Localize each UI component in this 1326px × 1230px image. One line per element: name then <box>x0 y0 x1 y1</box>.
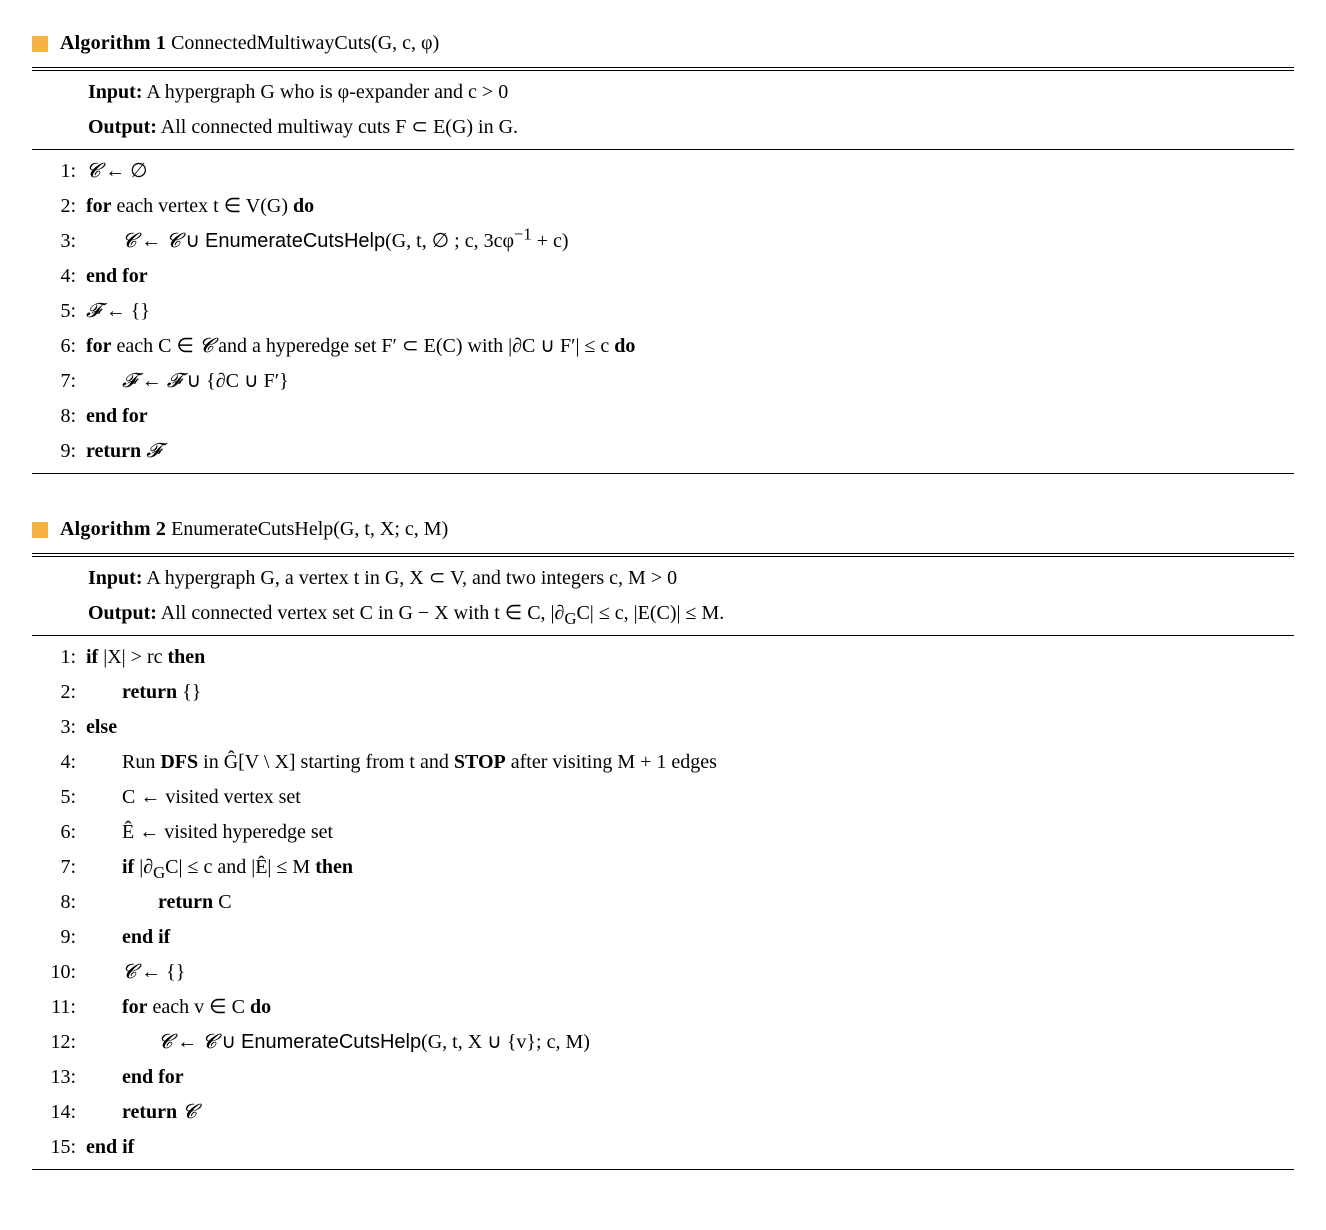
line-number: 3: <box>32 712 86 743</box>
algorithm-2-body: 1:if |X| > rc then 2:return {} 3:else 4:… <box>32 640 1294 1165</box>
code-line: 12:𝓒 ← 𝓒 ∪ EnumerateCutsHelp(G, t, X ∪ {… <box>32 1025 1294 1060</box>
line-number: 3: <box>32 226 86 257</box>
code-line: 9:end if <box>32 920 1294 955</box>
line-number: 4: <box>32 747 86 778</box>
rule-double <box>32 67 1294 71</box>
code-line: 10:𝓒 ← {} <box>32 955 1294 990</box>
output-label: Output: <box>88 602 157 624</box>
line-number: 4: <box>32 261 86 292</box>
line-number: 9: <box>32 436 86 467</box>
code-line: 11:for each v ∈ C do <box>32 990 1294 1025</box>
algorithm-1-signature: ConnectedMultiwayCuts(G, c, φ) <box>166 32 439 54</box>
code-line: 3:else <box>32 710 1294 745</box>
line-number: 15: <box>32 1132 86 1163</box>
algorithm-2-header: Algorithm 2 EnumerateCutsHelp(G, t, X; c… <box>32 510 1294 551</box>
algorithm-1-output: Output: All connected multiway cuts F ⊂ … <box>32 110 1294 145</box>
code-line: 6:Ê ← visited hyperedge set <box>32 815 1294 850</box>
input-text: A hypergraph G who is φ-expander and c >… <box>142 81 508 103</box>
code-line: 15:end if <box>32 1130 1294 1165</box>
algorithm-2-input: Input: A hypergraph G, a vertex t in G, … <box>32 561 1294 596</box>
line-number: 1: <box>32 156 86 187</box>
code-line: 4:Run DFS in Ĝ[V \ X] starting from t an… <box>32 745 1294 780</box>
output-text: All connected vertex set C in G − X with… <box>157 602 724 624</box>
algorithm-1-input: Input: A hypergraph G who is φ-expander … <box>32 75 1294 110</box>
rule-double <box>32 553 1294 557</box>
output-text: All connected multiway cuts F ⊂ E(G) in … <box>157 116 518 138</box>
code-line: 1: 𝓒 ← ∅ <box>32 154 1294 189</box>
rule-single <box>32 1169 1294 1170</box>
algorithm-1-header: Algorithm 1 ConnectedMultiwayCuts(G, c, … <box>32 24 1294 65</box>
algorithm-2-signature: EnumerateCutsHelp(G, t, X; c, M) <box>166 518 448 540</box>
input-text: A hypergraph G, a vertex t in G, X ⊂ V, … <box>142 567 677 589</box>
code-line: 2:return {} <box>32 675 1294 710</box>
line-number: 7: <box>32 366 86 397</box>
algorithm-2: Algorithm 2 EnumerateCutsHelp(G, t, X; c… <box>32 510 1294 1170</box>
line-number: 10: <box>32 957 86 988</box>
line-number: 2: <box>32 677 86 708</box>
line-number: 12: <box>32 1027 86 1058</box>
output-label: Output: <box>88 116 157 138</box>
line-number: 13: <box>32 1062 86 1093</box>
square-icon <box>32 522 48 538</box>
rule-single <box>32 473 1294 474</box>
line-number: 6: <box>32 817 86 848</box>
code-line: 8:return C <box>32 885 1294 920</box>
line-number: 5: <box>32 782 86 813</box>
code-line: 3: 𝓒 ← 𝓒 ∪ EnumerateCutsHelp(G, t, ∅ ; c… <box>32 224 1294 259</box>
code-line: 7: 𝓕 ← 𝓕 ∪ {∂C ∪ F′} <box>32 364 1294 399</box>
line-number: 5: <box>32 296 86 327</box>
algorithm-2-output: Output: All connected vertex set C in G … <box>32 596 1294 631</box>
line-number: 9: <box>32 922 86 953</box>
code-line: 8: end for <box>32 399 1294 434</box>
code-line: 7:if |∂GC| ≤ c and |Ê| ≤ M then <box>32 850 1294 885</box>
code-line: 6: for each C ∈ 𝓒 and a hyperedge set F′… <box>32 329 1294 364</box>
algorithm-2-title: Algorithm 2 <box>60 518 166 540</box>
line-number: 7: <box>32 852 86 883</box>
line-number: 8: <box>32 887 86 918</box>
input-label: Input: <box>88 81 142 103</box>
algorithm-1-title: Algorithm 1 <box>60 32 166 54</box>
line-number: 14: <box>32 1097 86 1128</box>
line-number: 1: <box>32 642 86 673</box>
code-line: 4: end for <box>32 259 1294 294</box>
line-number: 6: <box>32 331 86 362</box>
algorithm-1-body: 1: 𝓒 ← ∅ 2: for each vertex t ∈ V(G) do … <box>32 154 1294 469</box>
code-line: 14:return 𝓒 <box>32 1095 1294 1130</box>
code-line: 5:C ← visited vertex set <box>32 780 1294 815</box>
line-number: 8: <box>32 401 86 432</box>
rule-single <box>32 149 1294 150</box>
algorithm-1: Algorithm 1 ConnectedMultiwayCuts(G, c, … <box>32 24 1294 474</box>
code-line: 5: 𝓕 ← {} <box>32 294 1294 329</box>
line-number: 11: <box>32 992 86 1023</box>
code-line: 2: for each vertex t ∈ V(G) do <box>32 189 1294 224</box>
rule-single <box>32 635 1294 636</box>
code-line: 1:if |X| > rc then <box>32 640 1294 675</box>
code-line: 9: return 𝓕 <box>32 434 1294 469</box>
square-icon <box>32 36 48 52</box>
line-number: 2: <box>32 191 86 222</box>
input-label: Input: <box>88 567 142 589</box>
code-line: 13:end for <box>32 1060 1294 1095</box>
